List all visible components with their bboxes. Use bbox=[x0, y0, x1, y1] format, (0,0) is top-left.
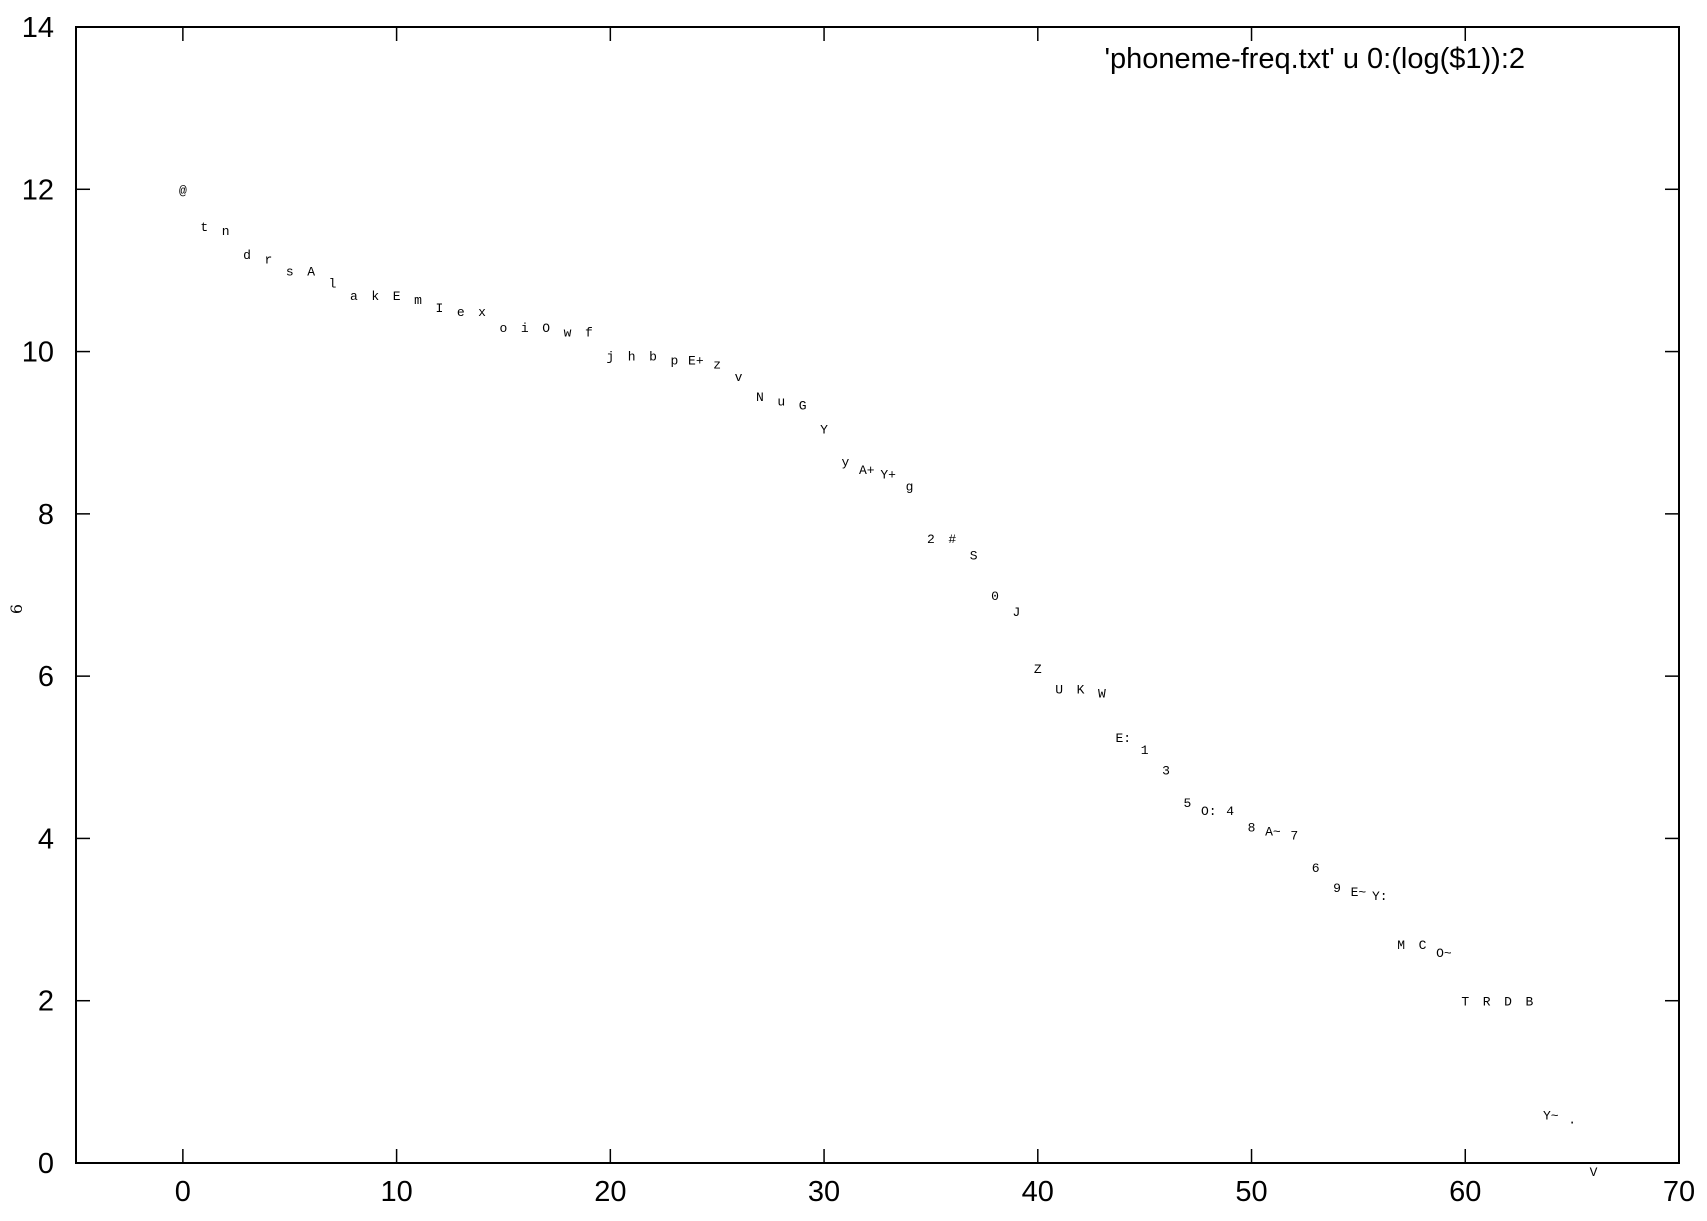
x-tick-label: 60 bbox=[1449, 1176, 1481, 1208]
y-tick-label: 4 bbox=[38, 823, 54, 855]
data-point-label: Y: bbox=[1372, 889, 1388, 904]
y-tick-label: 10 bbox=[22, 337, 54, 369]
data-point-label: W bbox=[1098, 686, 1106, 701]
data-point-label: O bbox=[542, 321, 550, 336]
data-point-label: g bbox=[906, 479, 914, 494]
data-point-label: @ bbox=[179, 183, 187, 198]
data-point-label: e bbox=[457, 305, 465, 320]
data-point-label: K bbox=[1077, 682, 1085, 697]
data-point-label: 2 bbox=[927, 532, 935, 547]
data-point-label: R bbox=[1483, 995, 1491, 1010]
x-tick-label: 40 bbox=[1022, 1176, 1054, 1208]
x-tick-label: 30 bbox=[808, 1176, 840, 1208]
data-point-label: A+ bbox=[859, 463, 875, 478]
data-point-label: a bbox=[350, 289, 358, 304]
data-point-label: 8 bbox=[1248, 820, 1256, 835]
y-tick-label: 12 bbox=[22, 174, 54, 206]
data-point-label: o bbox=[500, 321, 508, 336]
y-tick-label: 6 bbox=[38, 661, 54, 693]
axes bbox=[75, 26, 1680, 1164]
data-point-label: x bbox=[478, 305, 486, 320]
data-point-label: E: bbox=[1115, 731, 1131, 746]
data-point-label: p bbox=[671, 354, 679, 369]
data-point-label: w bbox=[564, 325, 572, 340]
data-point-label: 1 bbox=[1141, 743, 1149, 758]
data-point-label: A bbox=[307, 264, 315, 279]
x-tick-label: 0 bbox=[175, 1176, 191, 1208]
data-point-label: Y+ bbox=[880, 467, 896, 482]
data-point-label: l bbox=[329, 277, 337, 292]
data-point-label: 4 bbox=[1226, 804, 1234, 819]
data-point-label: b bbox=[649, 350, 657, 365]
data-point-label: d bbox=[243, 248, 251, 263]
data-point-label: t bbox=[200, 220, 208, 235]
data-point-label: N bbox=[756, 390, 764, 405]
data-point-label: j bbox=[606, 350, 614, 365]
data-point-label: y bbox=[842, 455, 850, 470]
y-axis-label: 6 bbox=[7, 604, 26, 614]
x-tick-label: 20 bbox=[594, 1176, 626, 1208]
data-point-label: U bbox=[1055, 682, 1063, 697]
y-tick-label: 2 bbox=[38, 986, 54, 1018]
data-point-label: z bbox=[713, 358, 721, 373]
data-point-label: E~ bbox=[1351, 885, 1367, 900]
data-point-label: O~ bbox=[1436, 946, 1452, 961]
data-point-label: E bbox=[393, 289, 401, 304]
data-point-label: Z bbox=[1034, 662, 1042, 677]
data-point-label: B bbox=[1525, 995, 1533, 1010]
data-point-label: v bbox=[735, 370, 743, 385]
data-point-label: A~ bbox=[1265, 824, 1281, 839]
data-point-label: V bbox=[1590, 1165, 1598, 1180]
data-point-label: I bbox=[435, 301, 443, 316]
data-point-label: E+ bbox=[688, 354, 704, 369]
data-point-label: 0 bbox=[991, 589, 999, 604]
x-tick-label: 70 bbox=[1663, 1176, 1695, 1208]
y-tick-label: 14 bbox=[22, 12, 54, 44]
y-tick-label: 0 bbox=[38, 1148, 54, 1180]
data-point-label: i bbox=[521, 321, 529, 336]
data-point-label: D bbox=[1504, 995, 1512, 1010]
data-point-label: J bbox=[1013, 605, 1021, 620]
data-point-label: r bbox=[264, 252, 272, 267]
data-point-label: 9 bbox=[1333, 881, 1341, 896]
data-point-label: u bbox=[777, 394, 785, 409]
data-point-label: Y~ bbox=[1543, 1108, 1559, 1123]
data-point-label: T bbox=[1461, 995, 1469, 1010]
data-point-label: n bbox=[222, 224, 230, 239]
data-point-label: C bbox=[1419, 938, 1427, 953]
data-point-label: h bbox=[628, 350, 636, 365]
data-point-label: . bbox=[1568, 1112, 1576, 1127]
data-point-label: 7 bbox=[1290, 828, 1298, 843]
data-point-label: f bbox=[585, 325, 593, 340]
data-point-label: m bbox=[414, 293, 422, 308]
data-point-label: 5 bbox=[1184, 796, 1192, 811]
plot-frame bbox=[75, 26, 1680, 1164]
data-point-label: G bbox=[799, 398, 807, 413]
x-tick-label: 50 bbox=[1235, 1176, 1267, 1208]
legend-series-label: 'phoneme-freq.txt' u 0:(log($1)):2 bbox=[1105, 43, 1526, 75]
data-point-label: O: bbox=[1201, 804, 1217, 819]
data-point-label: M bbox=[1397, 938, 1405, 953]
x-tick-label: 10 bbox=[380, 1176, 412, 1208]
data-point-label: s bbox=[286, 264, 294, 279]
data-point-label: 6 bbox=[1312, 861, 1320, 876]
data-point-label: Y bbox=[820, 423, 828, 438]
y-tick-label: 8 bbox=[38, 499, 54, 531]
data-point-label: 3 bbox=[1162, 763, 1170, 778]
data-point-label: k bbox=[371, 289, 379, 304]
data-point-label: # bbox=[948, 532, 956, 547]
data-point-label: S bbox=[970, 548, 978, 563]
